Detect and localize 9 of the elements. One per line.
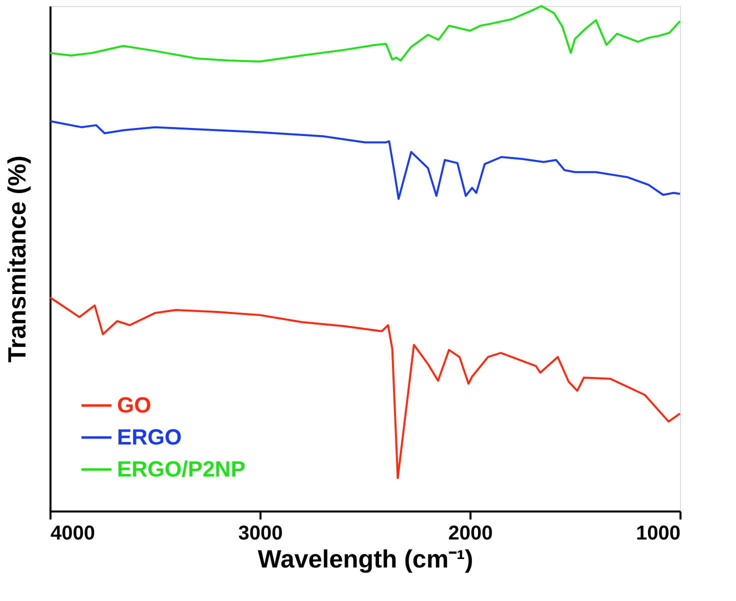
x-tick-label: 4000 xyxy=(50,522,95,544)
legend-label: ERGO/P2NP xyxy=(117,456,246,482)
y-axis-title: Transmitance (%) xyxy=(4,155,32,363)
x-axis-title: Wavelength (cm⁻¹) xyxy=(258,546,474,574)
legend-label: ERGO xyxy=(117,424,182,450)
x-tick-label: 3000 xyxy=(238,522,283,544)
x-tick-label: 2000 xyxy=(448,522,493,544)
x-tick-label: 1000 xyxy=(636,522,680,544)
legend-label: GO xyxy=(117,392,152,418)
